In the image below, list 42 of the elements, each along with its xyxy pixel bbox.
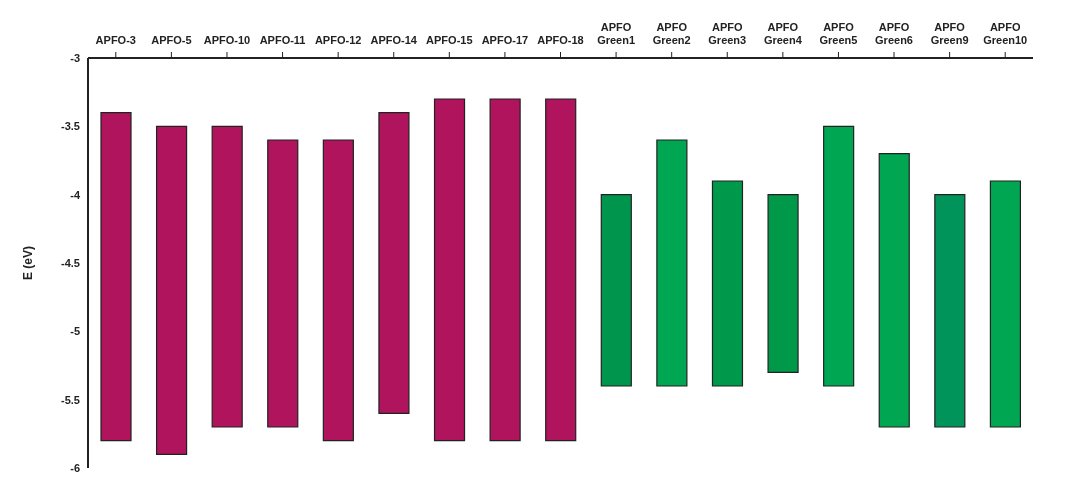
y-tick-label: -3.5 xyxy=(61,120,80,133)
bar xyxy=(711,180,744,387)
x-tick-label: APFO Green1 xyxy=(597,21,636,46)
x-tick-label: APFO-10 xyxy=(203,34,251,46)
x-tick-label: APFO-15 xyxy=(426,34,473,46)
bar xyxy=(100,112,132,442)
bar xyxy=(322,139,354,442)
x-tick-label: APFO Green3 xyxy=(708,21,747,46)
bar xyxy=(989,180,1022,428)
bar xyxy=(267,139,299,428)
y-tick-label: -5.5 xyxy=(61,393,80,406)
x-tick-label: APFO Green6 xyxy=(875,21,913,46)
bar xyxy=(767,194,799,373)
bar xyxy=(211,125,243,428)
y-tick-label: -4 xyxy=(70,188,81,201)
bar xyxy=(600,194,632,387)
x-tick-label: APFO Green5 xyxy=(819,21,858,46)
x-tick-label: APFO-11 xyxy=(259,34,306,46)
x-tick-label: APFO-17 xyxy=(481,34,529,46)
bar xyxy=(656,139,688,387)
bar xyxy=(823,125,855,387)
x-tick-label: APFO-5 xyxy=(151,34,192,46)
x-tick-label: APFO-14 xyxy=(370,34,418,46)
bar xyxy=(155,125,188,455)
x-tick-label: APFO Green4 xyxy=(763,21,803,46)
bar xyxy=(489,98,521,442)
bar xyxy=(934,194,966,428)
x-tick-label: APFO Green10 xyxy=(983,21,1028,46)
y-axis-title: E (eV) xyxy=(21,245,36,281)
bar xyxy=(878,153,910,428)
x-tick-label: APFO-12 xyxy=(314,34,362,46)
y-tick-label: -6 xyxy=(70,461,80,474)
y-tick-label: -5 xyxy=(70,325,80,338)
bar xyxy=(433,98,466,442)
bar xyxy=(378,112,410,414)
bar xyxy=(545,98,577,442)
x-tick-label: APFO-3 xyxy=(95,34,136,46)
x-tick-label: APFO Green9 xyxy=(930,21,969,46)
y-tick-label: -4.5 xyxy=(61,256,80,269)
x-tick-label: APFO Green2 xyxy=(652,21,691,46)
y-tick-label: -3 xyxy=(70,51,80,64)
x-tick-label: APFO-18 xyxy=(537,34,584,46)
